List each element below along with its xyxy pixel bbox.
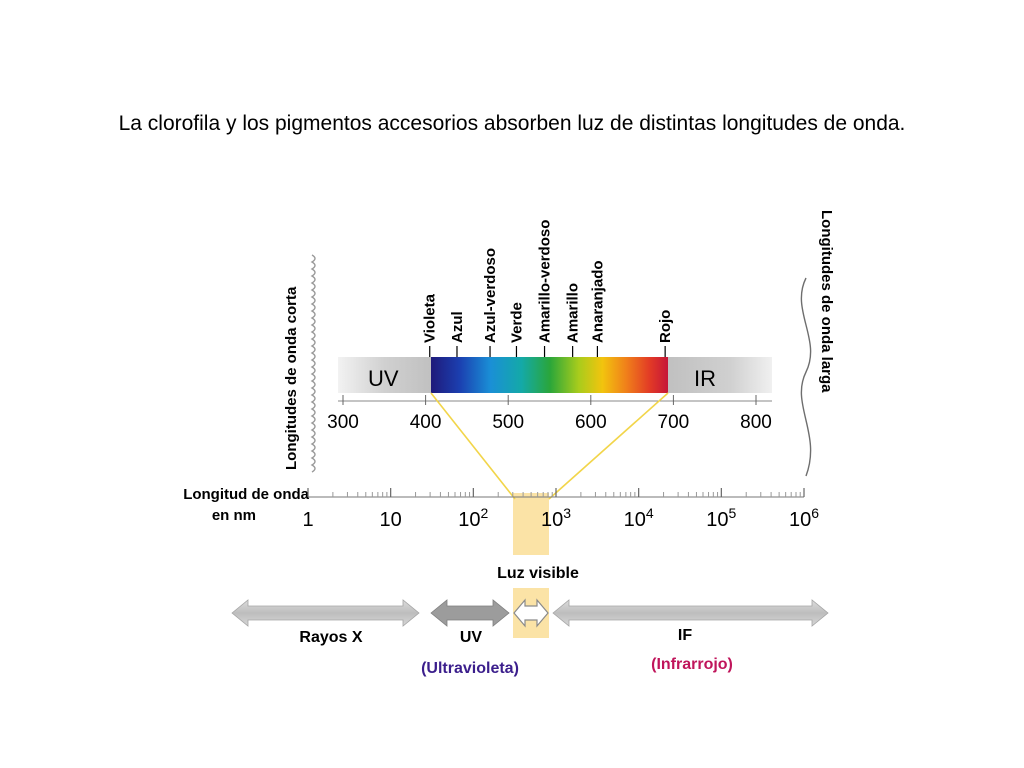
log-major-ticks: 1 10 102 103 104 105 106 bbox=[302, 488, 819, 531]
slide-title: La clorofila y los pigmentos accesorios … bbox=[118, 112, 906, 135]
log-tick-label: 105 bbox=[706, 505, 736, 531]
nm-tick-label: 800 bbox=[740, 412, 772, 433]
scale-label-line1: Longitud de onda bbox=[183, 486, 309, 503]
ir-bar-label: IR bbox=[694, 366, 716, 391]
color-label: Verde bbox=[508, 302, 525, 343]
connector-right bbox=[548, 392, 669, 500]
region-arrows bbox=[231, 588, 829, 638]
if-arrow bbox=[552, 599, 829, 627]
visible-arrow bbox=[513, 598, 549, 628]
nm-tick-label: 500 bbox=[492, 412, 524, 433]
nm-tick-label: 600 bbox=[575, 412, 607, 433]
long-wavelength-group: Longitudes de onda larga bbox=[800, 210, 835, 477]
visible-highlight bbox=[513, 493, 549, 555]
nm-axis: 300 400 500 600 700 800 bbox=[327, 395, 772, 433]
spectrum-bar: UV IR bbox=[338, 357, 772, 393]
color-label: Amarillo bbox=[565, 283, 582, 343]
color-label: Amarillo-verdoso bbox=[537, 220, 554, 343]
log-minor-ticks bbox=[332, 492, 801, 497]
ir-bar bbox=[668, 357, 772, 393]
short-wave-icon bbox=[310, 254, 316, 473]
color-label: Violeta bbox=[422, 293, 439, 343]
connector-left bbox=[430, 392, 516, 500]
uv-bar-label: UV bbox=[368, 366, 399, 391]
visible-light-label: Luz visible bbox=[497, 565, 579, 582]
uv-region-label: UV bbox=[460, 629, 483, 646]
if-region-sub: (Infrarrojo) bbox=[651, 656, 733, 673]
nm-ticks: 300 400 500 600 700 800 bbox=[327, 395, 772, 433]
short-wavelength-label: Longitudes de onda corta bbox=[283, 286, 300, 470]
color-label: Azul bbox=[449, 311, 466, 343]
log-tick-label: 10 bbox=[380, 509, 402, 531]
nm-tick-label: 400 bbox=[410, 412, 442, 433]
xray-arrow bbox=[231, 599, 420, 627]
visible-bar bbox=[431, 357, 669, 393]
long-wave-icon bbox=[800, 277, 812, 477]
log-tick-label: 1 bbox=[302, 509, 313, 531]
color-label: Rojo bbox=[657, 310, 674, 343]
if-region-label: IF bbox=[678, 627, 692, 644]
nm-tick-label: 300 bbox=[327, 412, 359, 433]
short-wavelength-group: Longitudes de onda corta bbox=[283, 254, 316, 473]
log-tick-label: 106 bbox=[789, 505, 819, 531]
log-tick-label: 103 bbox=[541, 505, 571, 531]
long-wavelength-label: Longitudes de onda larga bbox=[818, 210, 835, 393]
log-tick-label: 104 bbox=[624, 505, 654, 531]
color-label: Anaranjado bbox=[589, 260, 606, 343]
xray-label: Rayos X bbox=[299, 629, 362, 646]
log-scale: Longitud de onda en nm 1 10 102 103 104 105 10… bbox=[183, 486, 819, 531]
uv-arrow bbox=[430, 599, 510, 627]
nm-tick-label: 700 bbox=[658, 412, 690, 433]
log-tick-label: 102 bbox=[458, 505, 488, 531]
uv-bar bbox=[338, 357, 432, 393]
color-label: Azul-verdoso bbox=[482, 248, 499, 343]
color-labels: Violeta Azul Azul-verdoso Verde Amarillo-ver… bbox=[422, 220, 674, 357]
scale-label-line2: en nm bbox=[212, 507, 256, 524]
uv-region-sub: (Ultravioleta) bbox=[421, 660, 519, 677]
